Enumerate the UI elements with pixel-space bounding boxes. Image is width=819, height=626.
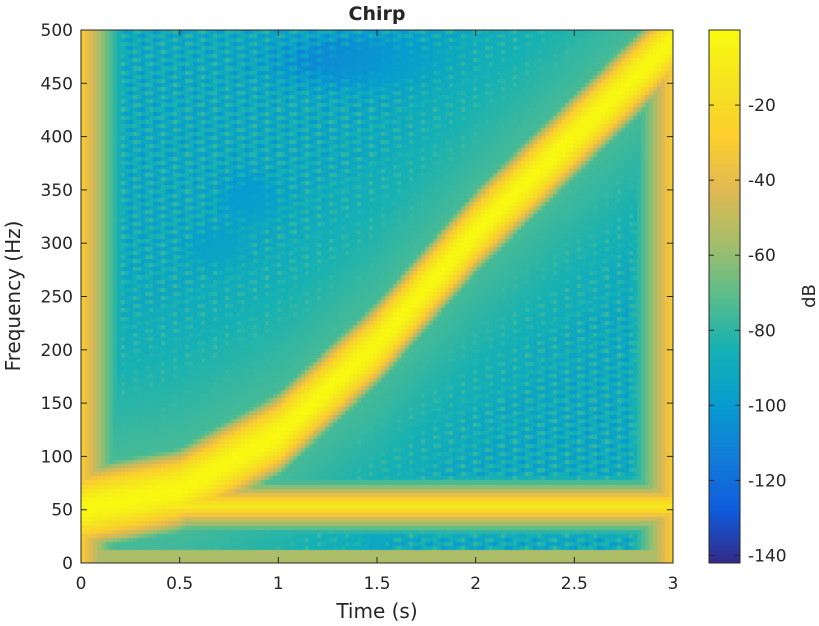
y-tick-label: 400 (41, 128, 73, 148)
x-tick-label: 3 (668, 574, 679, 594)
spectrogram-heatmap (81, 30, 673, 563)
y-tick-label: 250 (41, 288, 73, 308)
x-axis: 0 0.5 1 1.5 2 2.5 3 (76, 30, 679, 594)
colorbar-label: dB (799, 284, 819, 308)
y-tick-label: 50 (51, 501, 73, 521)
plot-area (80, 29, 674, 564)
colorbar: -20 -40 -60 -80 -100 -120 -140 dB (708, 29, 819, 566)
y-tick-label: 150 (41, 394, 73, 414)
x-tick-label: 0 (76, 574, 87, 594)
x-tick-label: 1.5 (363, 574, 390, 594)
chart-title: Chirp (349, 3, 406, 25)
colorbar-tick-label: -100 (748, 396, 787, 416)
x-tick-label: 1 (273, 574, 284, 594)
colorbar-frame (708, 29, 741, 564)
y-tick-label: 100 (41, 447, 73, 467)
colorbar-tick-label: -60 (748, 246, 776, 266)
y-tick-label: 200 (41, 341, 73, 361)
y-axis: 0 50 100 150 200 250 300 350 400 450 500 (41, 21, 673, 574)
y-tick-label: 450 (41, 74, 73, 94)
y-tick-label: 300 (41, 234, 73, 254)
colorbar-tick-label: -140 (748, 546, 787, 566)
y-tick-label: 0 (62, 554, 73, 574)
x-axis-label: Time (s) (335, 599, 417, 623)
colorbar-tick-label: -20 (748, 96, 776, 116)
x-tick-label: 0.5 (166, 574, 193, 594)
y-tick-label: 500 (41, 21, 73, 41)
y-axis-label: Frequency (Hz) (1, 221, 25, 372)
y-tick-label: 350 (41, 181, 73, 201)
x-tick-label: 2 (470, 574, 481, 594)
x-tick-label: 2.5 (561, 574, 588, 594)
colorbar-tick-label: -40 (748, 171, 776, 191)
colorbar-tick-label: -120 (748, 471, 787, 491)
colorbar-tick-label: -80 (748, 321, 776, 341)
colorbar-gradient (709, 30, 740, 563)
